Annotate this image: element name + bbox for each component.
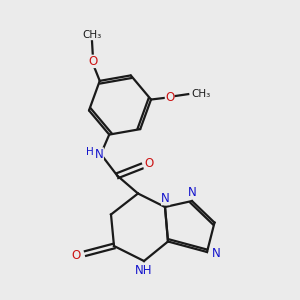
Text: CH₃: CH₃ [82,30,101,40]
Text: O: O [165,91,174,103]
Text: CH₃: CH₃ [191,88,211,98]
Text: N: N [95,148,104,160]
Text: O: O [88,55,98,68]
Text: H: H [86,147,94,157]
Text: O: O [144,157,153,169]
Text: NH: NH [135,264,153,277]
Text: N: N [212,247,220,260]
Text: N: N [188,186,197,199]
Text: N: N [161,192,170,205]
Text: O: O [71,249,80,262]
